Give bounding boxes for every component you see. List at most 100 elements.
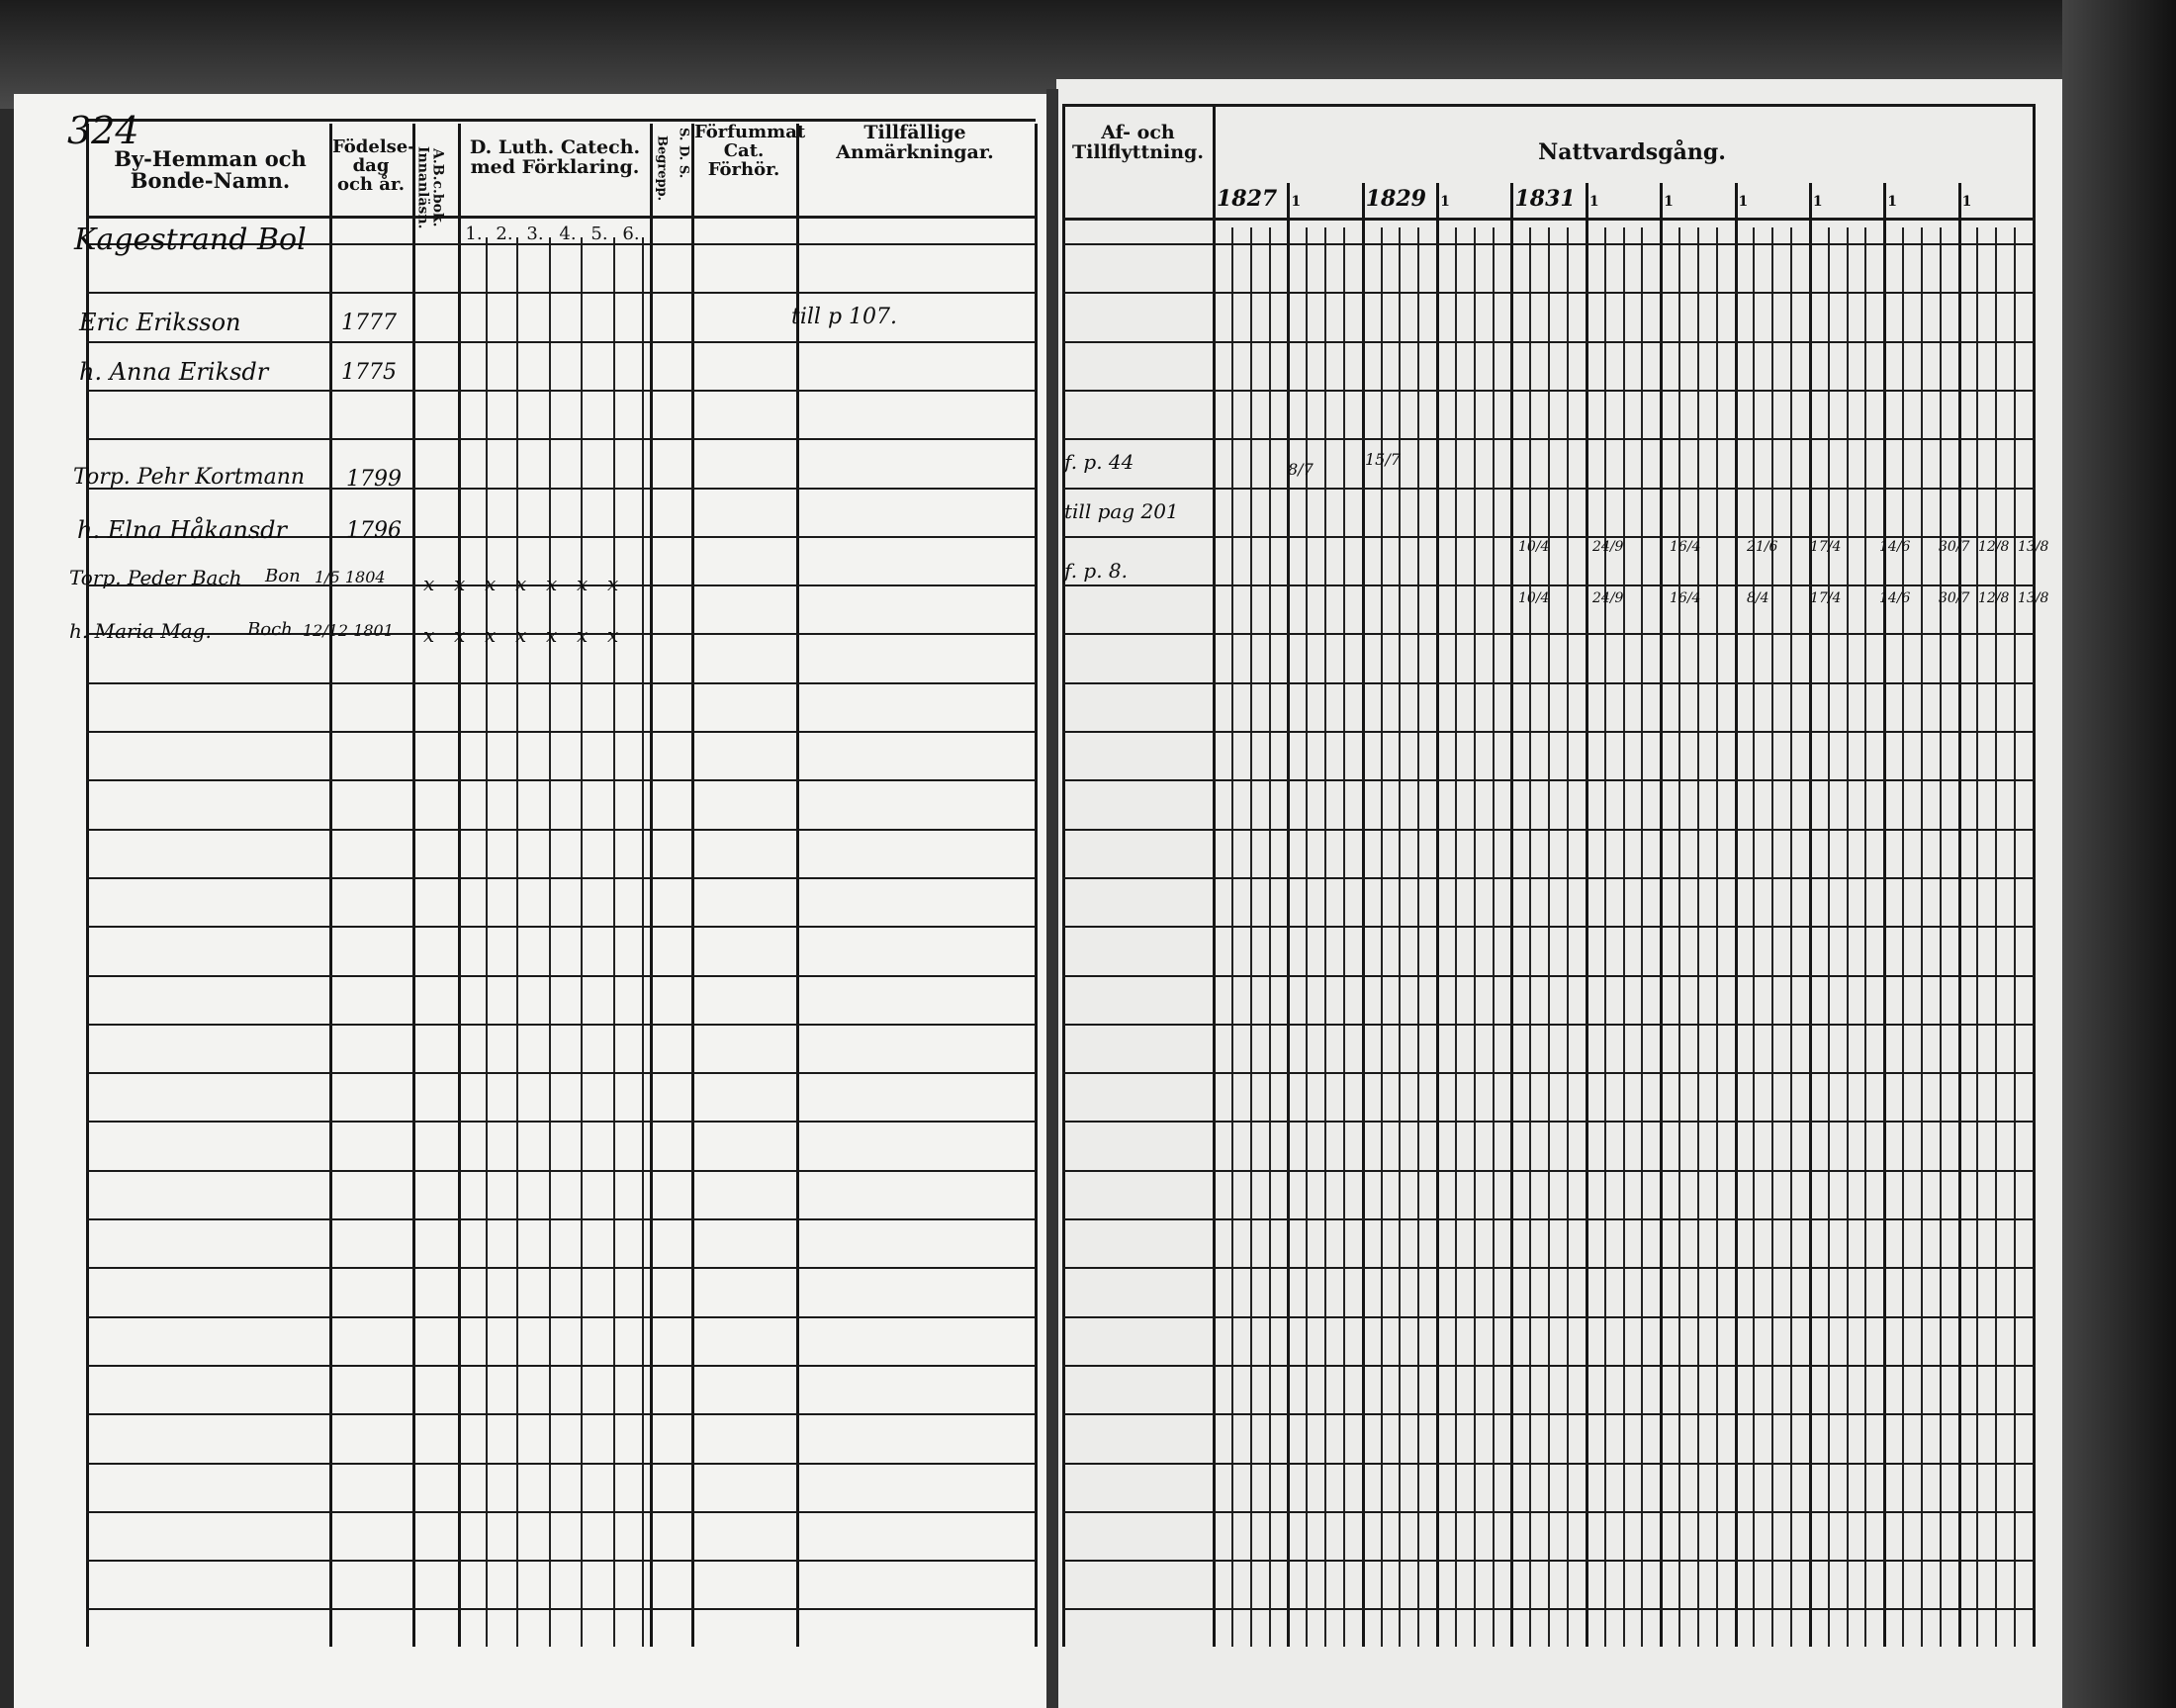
row-rule (86, 1462, 1036, 1465)
year-label: 1 (1664, 194, 1674, 210)
row-rule (86, 1608, 1036, 1611)
catechism-mark: x (515, 572, 527, 595)
column-rule (1213, 104, 1216, 1647)
year-column-rule (1361, 183, 1365, 1647)
farm-name: Kagestrand Bol (74, 223, 307, 257)
column-rule (516, 237, 518, 1647)
column-rule (581, 237, 583, 1647)
right-page (1056, 79, 2065, 1708)
row-rule (86, 1169, 1036, 1172)
entry-name: Eric Eriksson (79, 309, 241, 336)
catechism-mark: x (454, 572, 466, 595)
catechism-number: 2. (496, 224, 513, 244)
row-rule (86, 1267, 1036, 1270)
sub-column-rule (1454, 227, 1457, 1647)
catechism-mark: x (577, 623, 589, 647)
sub-column-rule (1417, 227, 1420, 1647)
column-rule (691, 124, 694, 1647)
header-begrepp: Begrepp. (654, 135, 670, 202)
sub-column-rule (1492, 227, 1495, 1647)
entry-birth: 1796 (346, 518, 402, 543)
communion-date: 15/7 (1365, 450, 1401, 469)
communion-date: 12/8 (1978, 590, 2010, 606)
year-column-rule (1287, 183, 1291, 1647)
catechism-mark: x (515, 623, 527, 647)
year-label: 1 (1887, 194, 1898, 210)
entry-birth: 1799 (346, 467, 402, 492)
row-rule (86, 681, 1036, 684)
row-rule (86, 389, 1036, 392)
catechism-mark: x (454, 623, 466, 647)
sub-column-rule (1268, 227, 1271, 1647)
catechism-mark: x (546, 572, 558, 595)
sub-column-rule (1753, 227, 1756, 1647)
row-rule (1062, 243, 2036, 245)
catechism-number: 1. (465, 224, 483, 244)
year-label: 1827 (1217, 186, 1278, 212)
sub-column-rule (1771, 227, 1774, 1647)
header-communion: Nattvardsgång. (1538, 139, 1726, 165)
header-name: By-Hemman och Bonde-Namn. (114, 146, 307, 194)
catechism-mark: x (546, 623, 558, 647)
sub-column-rule (1939, 227, 1942, 1647)
header-remarks: Tillfällige Anmärkningar. (836, 122, 994, 163)
sub-column-rule (1976, 227, 1979, 1647)
moving-note: f. p. 44 (1064, 450, 1134, 474)
column-rule (486, 237, 488, 1647)
row-rule (86, 1315, 1036, 1318)
row-rule (1062, 974, 2036, 977)
column-rule (2033, 104, 2036, 1647)
communion-date: 24/9 (1592, 539, 1624, 555)
sub-column-rule (1473, 227, 1476, 1647)
header-catechism: D. Luth. Catech. med Förklaring. (469, 136, 641, 178)
catechism-number: 4. (559, 224, 577, 244)
header-sds: S. D. S. (676, 128, 691, 179)
column-rule (329, 124, 332, 1647)
row-rule (1062, 1267, 2036, 1270)
year-column-rule (1585, 183, 1588, 1647)
sub-column-rule (1790, 227, 1793, 1647)
sub-column-rule (1622, 227, 1625, 1647)
header-forhor: Förfummat Cat. Förhör. (694, 122, 806, 180)
year-label: 1829 (1365, 186, 1426, 212)
column-rule (796, 124, 799, 1647)
header-top-rule (1062, 104, 2036, 107)
row-rule (1062, 1413, 2036, 1416)
sub-column-rule (1920, 227, 1923, 1647)
sub-column-rule (1715, 227, 1718, 1647)
row-rule (1062, 487, 2036, 490)
row-rule (86, 1560, 1036, 1563)
communion-date: 8/4 (1747, 590, 1769, 606)
communion-date: 12/8 (1978, 539, 2010, 555)
sub-column-rule (1249, 227, 1252, 1647)
sub-column-rule (1696, 227, 1699, 1647)
sub-column-rule (1548, 227, 1551, 1647)
row-rule (86, 340, 1036, 343)
column-rule (549, 237, 551, 1647)
entry-name: h. Elna Håkansdr (77, 516, 288, 544)
row-rule (86, 243, 1036, 245)
communion-date: 21/6 (1747, 539, 1778, 555)
row-rule (86, 876, 1036, 879)
row-rule (1062, 681, 2036, 684)
entry-remark: till p 107. (791, 305, 898, 329)
communion-date: 10/4 (1518, 539, 1550, 555)
row-rule (1062, 1560, 2036, 1563)
entry-name: h. Anna Eriksdr (79, 358, 269, 386)
row-rule (1062, 1510, 2036, 1513)
column-rule (86, 124, 89, 1647)
sub-column-rule (1995, 227, 1998, 1647)
column-rule (613, 237, 615, 1647)
header-birth: Födelse-dag och år. (332, 136, 415, 195)
sub-column-rule (1902, 227, 1905, 1647)
row-rule (86, 1364, 1036, 1367)
catechism-number: 3. (526, 224, 544, 244)
row-rule (1062, 1608, 2036, 1611)
year-column-rule (1510, 183, 1514, 1647)
year-label: 1 (1440, 194, 1450, 210)
row-rule (86, 438, 1036, 441)
row-rule (86, 1218, 1036, 1220)
column-rule (1035, 124, 1038, 1647)
row-rule (86, 292, 1036, 295)
row-rule (1062, 1072, 2036, 1075)
